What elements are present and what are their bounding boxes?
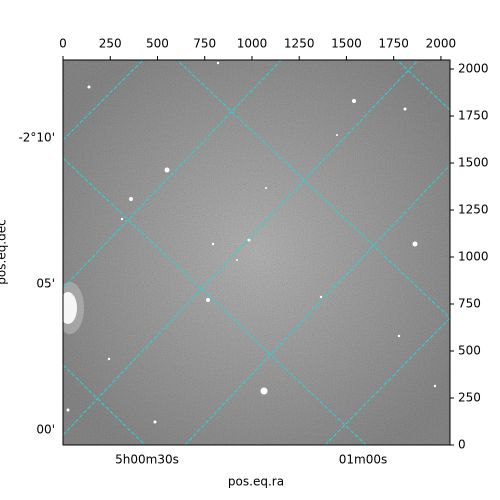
x-tick-label: 1500 xyxy=(331,37,362,51)
x-tick-label: 1000 xyxy=(237,37,268,51)
dec-tick-label: -2°10' xyxy=(18,131,55,145)
y-tick-label: 1750 xyxy=(458,109,489,123)
image xyxy=(63,60,450,445)
y-tick-label: 250 xyxy=(458,391,481,405)
y-tick-label: 0 xyxy=(458,438,466,452)
y-tick-label: 1000 xyxy=(458,250,489,264)
y-tick-label: 2000 xyxy=(458,62,489,76)
x-tick-label: 1250 xyxy=(284,37,315,51)
grid-line xyxy=(176,60,450,319)
y-tick-label: 1500 xyxy=(458,156,489,170)
grid-line xyxy=(63,157,367,445)
x-tick-label: 0 xyxy=(59,37,67,51)
y-tick-label: 1250 xyxy=(458,203,489,217)
y-tick-label: 500 xyxy=(458,344,481,358)
x-tick-label: 1750 xyxy=(378,37,409,51)
grid-line xyxy=(63,60,144,141)
grid-line xyxy=(63,364,146,445)
x-tick-label: 500 xyxy=(146,37,169,51)
grid-line xyxy=(63,60,419,436)
x-axis-label: pos.eq.ra xyxy=(228,475,284,489)
ra-tick-label: 5h00m30s xyxy=(115,453,179,467)
grid-line xyxy=(63,60,282,289)
frame xyxy=(62,59,451,446)
grid-line xyxy=(184,164,450,445)
dec-tick-label: 00' xyxy=(36,423,55,437)
ra-tick-label: 01m00s xyxy=(339,453,387,467)
grid-line xyxy=(396,60,450,111)
x-tick-label: 750 xyxy=(193,37,216,51)
x-tick-label: 250 xyxy=(99,37,122,51)
y-tick-label: 750 xyxy=(458,297,481,311)
x-tick-label: 2000 xyxy=(426,37,457,51)
dec-tick-label: 05' xyxy=(36,277,55,291)
y-axis-label: pos.eq.dec xyxy=(0,219,9,284)
